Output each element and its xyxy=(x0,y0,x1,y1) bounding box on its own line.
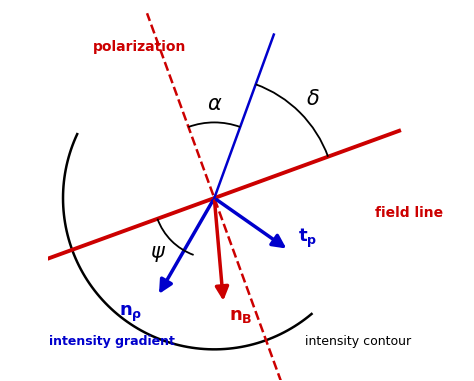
Text: intensity contour: intensity contour xyxy=(305,335,411,348)
Text: $\alpha$: $\alpha$ xyxy=(207,93,222,114)
Text: polarization: polarization xyxy=(93,40,187,54)
Text: intensity gradient: intensity gradient xyxy=(49,335,175,348)
Text: field line: field line xyxy=(375,206,443,220)
Text: $\mathbf{t_p}$: $\mathbf{t_p}$ xyxy=(298,227,317,250)
Text: $\mathbf{n_B}$: $\mathbf{n_B}$ xyxy=(229,307,253,325)
Text: $\mathbf{n_\rho}$: $\mathbf{n_\rho}$ xyxy=(119,304,143,324)
Text: $\psi$: $\psi$ xyxy=(150,244,166,264)
Text: $\delta$: $\delta$ xyxy=(306,89,320,109)
